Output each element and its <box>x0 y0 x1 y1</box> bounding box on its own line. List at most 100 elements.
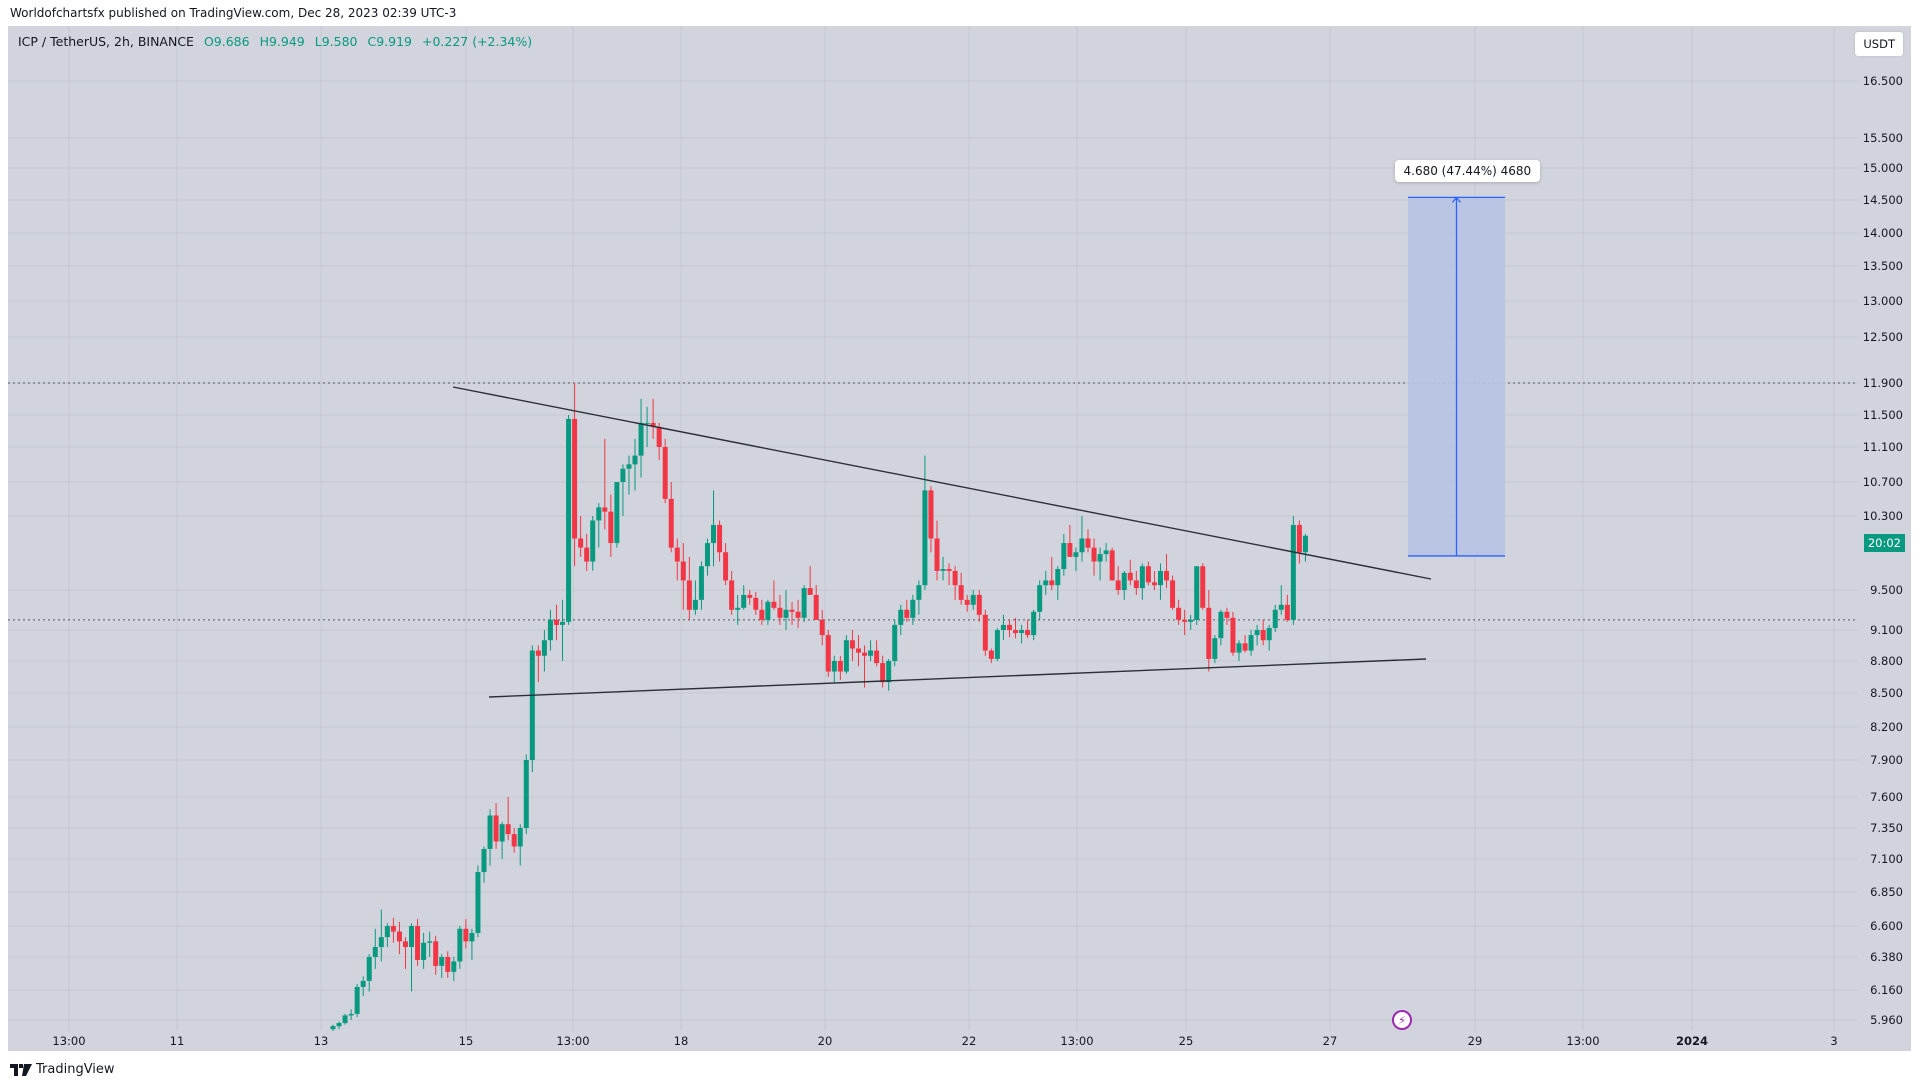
candle-body <box>1085 538 1091 548</box>
candle-body <box>421 942 427 960</box>
candle-body <box>692 599 698 610</box>
price-tick: 16.500 <box>1862 74 1903 88</box>
price-tick: 10.300 <box>1862 509 1903 523</box>
candle-body <box>632 455 638 465</box>
price-tick: 7.900 <box>1870 753 1903 767</box>
candle-body <box>862 652 868 656</box>
price-tick: 14.500 <box>1862 193 1903 207</box>
candle-body <box>662 447 668 499</box>
currency-button[interactable]: USDT <box>1855 32 1903 56</box>
candle-body <box>1025 630 1031 636</box>
time-tick: 15 <box>458 1034 474 1048</box>
candle-body <box>1266 627 1272 641</box>
candle-body <box>855 648 861 653</box>
candle-body <box>1206 607 1212 659</box>
price-tick: 13.500 <box>1862 259 1903 273</box>
candle-body <box>1176 607 1182 620</box>
price-tick: 11.900 <box>1862 376 1903 390</box>
time-tick: 3 <box>1830 1034 1838 1048</box>
ohlc-open: O9.686 <box>203 34 250 49</box>
candle-body <box>1296 524 1302 553</box>
price-tick: 10.700 <box>1862 475 1903 489</box>
candle-body <box>348 1013 354 1016</box>
candle-body <box>831 661 837 672</box>
measure-label: 4.680 (47.44%) 4680 <box>1394 160 1541 183</box>
tradingview-logo[interactable]: TradingView <box>10 1062 115 1077</box>
candle-body <box>982 614 988 651</box>
time-axis[interactable]: 13:00 11 13 15 13:00 18 20 22 13:00 25 27 29 13:00 20… <box>8 1031 1911 1051</box>
candle-body <box>1037 585 1043 612</box>
price-tick: 8.200 <box>1870 720 1903 734</box>
candle-body <box>566 418 572 622</box>
candle-body <box>572 418 578 539</box>
price-tick: 6.160 <box>1870 983 1903 997</box>
candle-body <box>390 926 396 932</box>
price-tick: 8.500 <box>1870 686 1903 700</box>
candlestick-chart <box>8 26 1858 1031</box>
candle-body <box>1236 643 1242 653</box>
candle-body <box>1109 550 1115 581</box>
candle-body <box>584 547 590 562</box>
candle-body <box>964 599 970 605</box>
candle-body <box>1290 524 1296 620</box>
candle-body <box>1170 580 1176 608</box>
candle-body <box>946 569 952 571</box>
lightning-icon[interactable]: ⚡ <box>1392 1010 1412 1030</box>
time-tick: 13:00 <box>52 1034 86 1048</box>
candle-body <box>602 507 608 512</box>
candle-body <box>753 597 759 610</box>
candle-body <box>523 760 529 828</box>
candle-body <box>1133 580 1139 589</box>
candle-body <box>976 594 982 615</box>
candle-body <box>547 619 553 641</box>
candle-body <box>1272 609 1278 628</box>
price-tick: 6.380 <box>1870 950 1903 964</box>
candle-body <box>1230 617 1236 653</box>
candle-body <box>843 640 849 672</box>
price-tick: 11.500 <box>1862 408 1903 422</box>
candle-body <box>626 464 632 469</box>
time-tick: 13:00 <box>556 1034 590 1048</box>
candle-body <box>825 635 831 672</box>
candle-body <box>384 926 390 938</box>
candle-body <box>1049 580 1055 586</box>
symbol-name: ICP / TetherUS, 2h, BINANCE <box>18 34 194 49</box>
candle-body <box>958 585 964 600</box>
price-tick: 8.800 <box>1870 654 1903 668</box>
candle-body <box>463 928 469 942</box>
candle-body <box>578 538 584 548</box>
candle-body <box>795 611 801 618</box>
candle-body <box>1242 643 1248 651</box>
candle-body <box>711 524 717 544</box>
candle-body <box>1224 611 1230 618</box>
candle-body <box>940 569 946 571</box>
candle-body <box>1097 554 1103 562</box>
candle-body <box>378 937 384 948</box>
candle-body <box>747 594 753 598</box>
tradingview-logo-icon <box>10 1063 32 1076</box>
price-tick: 6.600 <box>1870 919 1903 933</box>
time-tick: 13:00 <box>1060 1034 1094 1048</box>
candle-body <box>1067 543 1073 557</box>
price-tick: 7.350 <box>1870 821 1903 835</box>
candle-body <box>1121 572 1127 590</box>
candle-body <box>596 507 602 521</box>
candle-body <box>994 630 1000 659</box>
candle-body <box>1302 535 1308 553</box>
time-tick: 25 <box>1178 1034 1194 1048</box>
candle-body <box>505 824 511 835</box>
candle-body <box>517 828 523 847</box>
candle-body <box>396 931 402 942</box>
candle-body <box>898 609 904 625</box>
candle-body <box>1019 630 1025 634</box>
candle-body <box>475 872 481 933</box>
trendline-ascending-support <box>488 658 1427 698</box>
price-axis[interactable]: USDT 20:02 16.500 15.500 15.000 14.500 14.00… <box>1855 26 1911 1031</box>
chart-plot-area[interactable]: ICP / TetherUS, 2h, BINANCE O9.686 H9.94… <box>8 26 1858 1031</box>
candle-body <box>1157 570 1163 586</box>
candle-body <box>372 947 378 957</box>
symbol-legend: ICP / TetherUS, 2h, BINANCE O9.686 H9.94… <box>18 34 532 49</box>
candle-body <box>741 594 747 608</box>
trendline-descending-resistance <box>452 386 1432 580</box>
candle-body <box>360 980 366 987</box>
